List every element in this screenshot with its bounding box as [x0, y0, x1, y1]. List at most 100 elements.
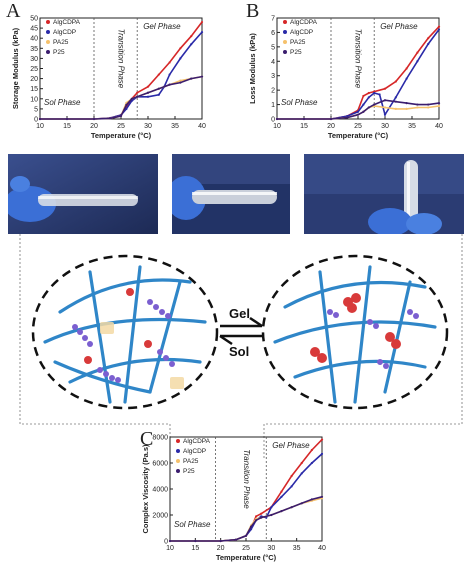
data-point [125, 107, 128, 110]
transition-phase-label: Transition Phase [242, 449, 251, 509]
data-point [300, 502, 303, 505]
gel-pnipam-chains [327, 309, 419, 369]
data-point [260, 516, 263, 519]
x-tick-label: 25 [242, 545, 250, 552]
data-point [310, 461, 313, 465]
transition-phase-label: Transition Phase [354, 29, 363, 89]
data-point [280, 495, 283, 498]
x-tick-label: 15 [63, 123, 71, 130]
gel-phase-label: Gel Phase [143, 22, 181, 31]
x-tick-label: 25 [117, 123, 125, 130]
legend-label: AlgCDP [183, 448, 206, 455]
legend-marker [283, 50, 287, 54]
legend-marker [283, 20, 287, 24]
data-point [383, 113, 387, 116]
y-tick-label: 0 [34, 117, 38, 124]
legend-marker [46, 50, 50, 54]
data-point [38, 117, 42, 121]
legend-label: PA25 [53, 39, 69, 46]
gel-state-ellipse [261, 254, 449, 410]
x-tick-label: 25 [354, 123, 362, 130]
sol-phase-label: Sol Phase [281, 98, 318, 107]
x-tick-label: 35 [171, 123, 179, 130]
data-point [200, 31, 204, 34]
y-tick-label: 50 [30, 16, 38, 23]
data-point [275, 117, 279, 121]
data-point [362, 94, 365, 98]
data-point [329, 117, 333, 121]
data-point [200, 20, 204, 24]
data-point [290, 485, 293, 488]
data-point [437, 25, 441, 28]
data-point [405, 77, 408, 80]
data-point [190, 35, 193, 38]
data-point [427, 103, 430, 106]
data-point [383, 99, 387, 102]
legend-label: P25 [290, 49, 302, 56]
x-tick-label: 35 [408, 123, 416, 130]
sol-phase-label: Sol Phase [44, 98, 81, 107]
photo-tube-transition [172, 154, 290, 234]
data-point [190, 43, 193, 46]
data-point [320, 438, 324, 441]
sol-pnipam-chains [72, 299, 175, 383]
data-point [179, 81, 182, 84]
x-tick-label: 40 [198, 123, 206, 130]
y-tick-label: 20 [30, 76, 38, 83]
data-point [109, 117, 112, 120]
data-point [136, 91, 139, 94]
y-tick-label: 15 [30, 86, 38, 93]
data-point [373, 103, 376, 106]
data-point [270, 506, 273, 509]
gel-arrow-label: Gel [229, 306, 250, 321]
data-point [362, 110, 365, 113]
data-point [255, 519, 258, 522]
sol-arrow-label: Sol [229, 344, 249, 359]
equilibrium-arrows [219, 316, 263, 346]
x-axis-label: Temperature (°C) [328, 131, 389, 140]
legend-label: PA25 [183, 458, 199, 465]
data-point [130, 97, 133, 100]
data-point [179, 79, 182, 82]
data-point [427, 37, 430, 40]
y-tick-label: 6 [271, 30, 275, 37]
data-point [437, 102, 441, 105]
chart-b-loss-modulus: 10 15 20 25 30 35 40 0 1 2 3 4 5 6 7 Temperature (°C) Lo… [248, 16, 443, 141]
y-tick-label: 10 [30, 96, 38, 103]
data-point [416, 106, 419, 109]
data-point [146, 85, 150, 88]
data-point [416, 103, 419, 106]
data-point [290, 474, 293, 478]
legend-label: AlgCDP [53, 29, 76, 36]
x-axis-label: Temperature (°C) [216, 553, 277, 562]
data-point [416, 51, 419, 54]
series-line-p25 [170, 496, 323, 542]
y-tick-label: 8000 [152, 435, 168, 442]
data-point [168, 61, 171, 64]
data-point [92, 117, 96, 121]
y-tick-label: 1 [271, 102, 275, 109]
gel-phase-label: Gel Phase [272, 441, 310, 450]
data-point [194, 539, 197, 543]
data-point [437, 104, 441, 108]
chart-c-complex-viscosity: 10 15 20 25 30 35 40 0 2000 4000 6000 8000 Temperatu… [141, 435, 326, 563]
y-tick-label: 35 [30, 46, 38, 53]
x-tick-label: 40 [435, 123, 443, 130]
data-point [320, 495, 324, 498]
legend-label: AlgCDPA [290, 19, 318, 26]
data-point [394, 96, 397, 99]
y-tick-label: 5 [271, 44, 275, 51]
data-point [416, 60, 419, 63]
panel-label-b: B [246, 0, 260, 22]
x-tick-label: 20 [217, 545, 225, 552]
legend-marker [176, 469, 180, 473]
x-axis-label: Temperature (°C) [91, 131, 152, 140]
data-point [234, 538, 237, 541]
data-point [310, 498, 313, 501]
data-point [394, 100, 397, 103]
data-point [405, 67, 408, 70]
legend-label: AlgCDPA [183, 438, 211, 445]
data-point [427, 42, 430, 46]
x-tick-label: 40 [318, 545, 326, 552]
x-tick-label: 10 [273, 123, 281, 130]
